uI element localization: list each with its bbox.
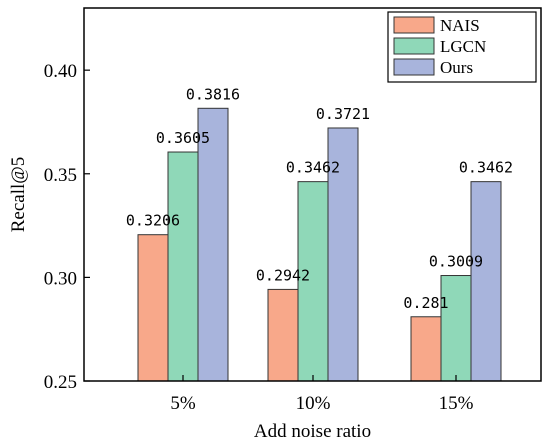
legend-label-lgcn: LGCN [440,37,486,56]
y-axis-label: Recall@5 [8,157,29,233]
x-axis: 5% 10% 15% [170,375,474,414]
legend-swatch-nais [393,16,435,34]
bar-nais [267,288,299,382]
legend-swatch-ours [393,58,435,76]
y-tick-label: 0.30 [44,268,77,289]
bar-ours [197,107,229,382]
y-tick-label: 0.40 [44,61,77,82]
bars-layer [137,107,502,382]
bar-ours [327,127,359,382]
bar-lgcn [167,151,199,382]
legend: NAIS LGCN Ours [387,11,537,83]
y-tick-label: 0.25 [44,372,77,393]
bar-value-label: 0.3009 [429,253,483,271]
bar-value-label: 0.3462 [459,159,513,177]
bar-labels-layer: 0.3206 0.2942 0.281 0.3605 0.3462 0.3009 0.381… [126,85,513,311]
x-tick-label: 10% [296,393,331,414]
x-axis-label: Add noise ratio [254,421,371,442]
y-tick-label: 0.35 [44,165,77,186]
bar-nais [137,234,169,382]
bar-lgcn [297,181,329,382]
bar-value-label: 0.3206 [126,212,180,230]
y-axis: 0.25 0.30 0.35 0.40 [44,61,90,393]
bar-value-label: 0.3816 [186,85,240,103]
bar-lgcn [440,275,472,382]
bar-value-label: 0.3605 [156,129,210,147]
x-tick-label: 15% [439,393,474,414]
legend-label-nais: NAIS [440,16,480,35]
bar-value-label: 0.2942 [256,266,310,284]
x-tick-label: 5% [170,393,196,414]
bar-value-label: 0.3721 [316,105,370,123]
legend-label-ours: Ours [440,58,473,77]
bar-value-label: 0.3462 [286,159,340,177]
bar-ours [470,181,502,382]
legend-swatch-lgcn [393,37,435,55]
bar-nais [410,316,442,382]
bar-value-label: 0.281 [403,294,448,312]
